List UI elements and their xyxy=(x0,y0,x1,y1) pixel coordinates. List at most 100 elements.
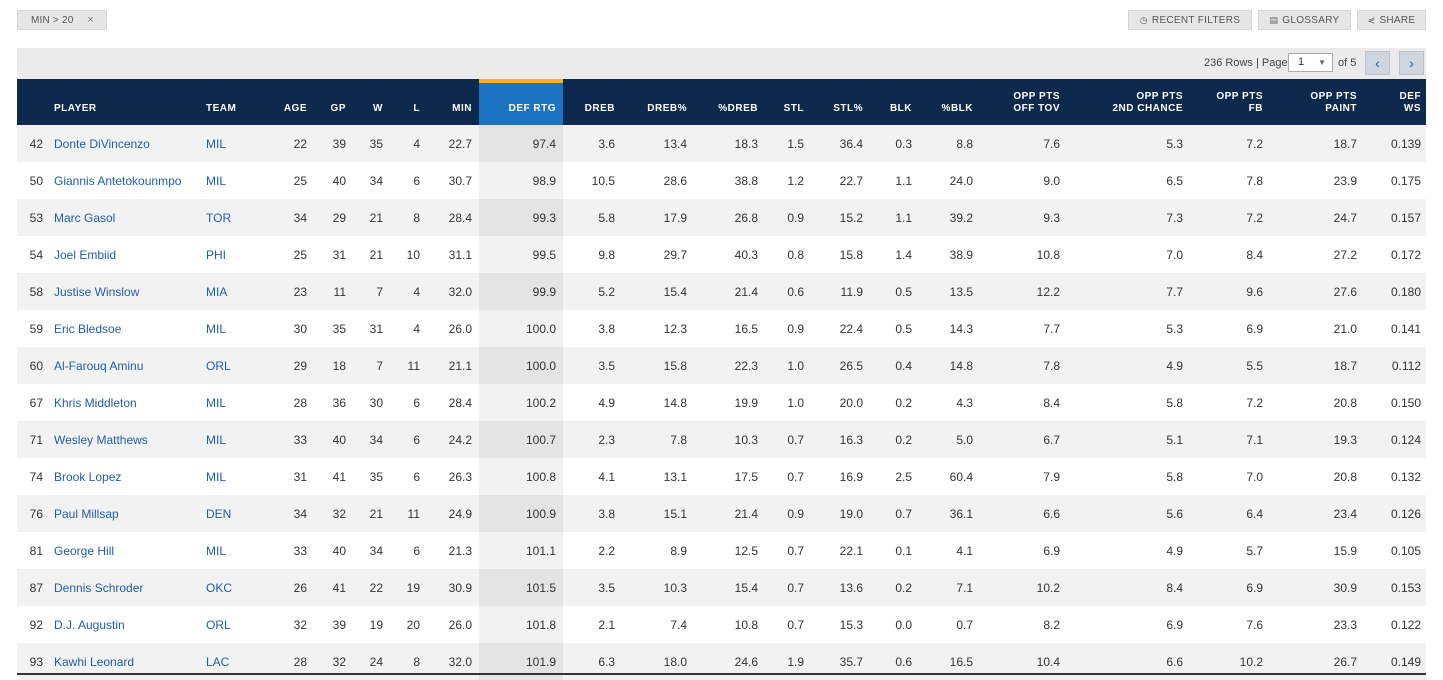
cell-team[interactable]: MIL xyxy=(206,396,227,410)
cell-l: 6 xyxy=(413,470,420,484)
column-header-pct-dreb[interactable]: %DREB xyxy=(718,103,758,114)
cell-age: 22 xyxy=(293,137,307,151)
cell-team[interactable]: PHI xyxy=(206,248,227,262)
column-header-blk[interactable]: BLK xyxy=(889,103,912,114)
cell-def-rtg: 101.5 xyxy=(525,581,556,595)
cell-dreb: 2.1 xyxy=(598,618,615,632)
table-row: 74 Brook Lopez MIL 31 41 35 6 26.3 100.8 4.1 13.1 1… xyxy=(17,458,1426,495)
cell-player[interactable]: Justise Winslow xyxy=(54,285,140,299)
cell-player[interactable]: Giannis Antetokounmpo xyxy=(54,174,182,188)
cell-def-rtg: 99.5 xyxy=(532,248,556,262)
column-header-dreb[interactable]: DREB xyxy=(584,103,615,114)
cell-team[interactable]: TOR xyxy=(206,211,232,225)
column-header-team[interactable]: TEAM xyxy=(206,103,237,114)
recent-filters-button[interactable]: ◷ RECENT FILTERS xyxy=(1128,10,1252,30)
cell-def-ws: 0.124 xyxy=(1390,433,1421,447)
cell-player[interactable]: Joel Embiid xyxy=(54,248,117,262)
cell-dreb: 3.6 xyxy=(598,137,615,151)
column-header-opp-pts-2nd[interactable]: OPP PTS 2ND CHANCE xyxy=(1112,91,1183,114)
cell-player[interactable]: Kawhi Leonard xyxy=(54,655,135,669)
cell-opp-pts-off-tov: 7.7 xyxy=(1043,322,1060,336)
next-page-button[interactable]: › xyxy=(1399,51,1424,75)
cell-age: 30 xyxy=(293,322,307,336)
column-header-def-rtg[interactable]: DEF RTG xyxy=(508,103,556,114)
column-header-age[interactable]: AGE xyxy=(283,103,307,114)
cell-rank: 50 xyxy=(29,174,43,188)
cell-team[interactable]: LAC xyxy=(206,655,230,669)
cell-player[interactable]: Khris Middleton xyxy=(54,396,137,410)
cell-def-rtg: 100.0 xyxy=(525,322,556,336)
cell-opp-pts-paint: 23.4 xyxy=(1333,507,1357,521)
cell-gp: 39 xyxy=(332,618,346,632)
cell-min: 21.1 xyxy=(448,359,472,373)
remove-filter-icon[interactable]: × xyxy=(87,14,94,26)
column-header-gp[interactable]: GP xyxy=(330,103,346,114)
column-header-opp-pts-fb[interactable]: OPP PTS FB xyxy=(1216,91,1263,114)
cell-def-rtg: 100.7 xyxy=(525,433,556,447)
column-header-pct-blk[interactable]: %BLK xyxy=(941,103,973,114)
cell-def-ws: 0.149 xyxy=(1390,655,1421,669)
column-header-opp-pts-off-tov[interactable]: OPP PTS OFF TOV xyxy=(1013,91,1060,114)
cell-dreb-pct: 29.7 xyxy=(663,248,687,262)
cell-def-ws: 0.126 xyxy=(1390,507,1421,521)
cell-team[interactable]: ORL xyxy=(206,359,231,373)
cell-pct-dreb: 10.8 xyxy=(734,618,758,632)
cell-pct-blk: 13.5 xyxy=(949,285,973,299)
table-row: 92 D.J. Augustin ORL 32 39 19 20 26.0 101.8 2.1 7.… xyxy=(17,606,1426,643)
cell-pct-dreb: 12.5 xyxy=(734,544,758,558)
column-header-dreb-pct[interactable]: DREB% xyxy=(647,103,687,114)
cell-player[interactable]: George Hill xyxy=(54,544,115,558)
cell-dreb: 3.5 xyxy=(598,581,615,595)
sorted-column-cell-bg xyxy=(479,384,563,421)
cell-blk: 1.1 xyxy=(895,211,912,225)
column-header-w[interactable]: W xyxy=(373,103,383,114)
cell-l: 4 xyxy=(413,137,420,151)
cell-def-ws: 0.139 xyxy=(1390,137,1421,151)
cell-player[interactable]: Brook Lopez xyxy=(54,470,122,484)
prev-page-button[interactable]: ‹ xyxy=(1365,51,1390,75)
cell-gp: 32 xyxy=(332,507,346,521)
cell-pct-blk: 4.3 xyxy=(956,396,973,410)
cell-team[interactable]: MIL xyxy=(206,322,227,336)
cell-team[interactable]: MIL xyxy=(206,433,227,447)
glossary-button[interactable]: ▤ GLOSSARY xyxy=(1258,10,1351,30)
column-header-l[interactable]: L xyxy=(413,103,420,114)
cell-l: 6 xyxy=(413,396,420,410)
share-button[interactable]: ⋞ SHARE xyxy=(1357,10,1426,30)
column-header-min[interactable]: MIN xyxy=(452,103,472,114)
cell-opp-pts-fb: 7.0 xyxy=(1246,470,1263,484)
table-row: 67 Khris Middleton MIL 28 36 30 6 28.4 100.2 4.9 1… xyxy=(17,384,1426,421)
cell-rank: 54 xyxy=(29,248,43,262)
cell-player[interactable]: D.J. Augustin xyxy=(54,618,125,632)
column-header-player[interactable]: PLAYER xyxy=(54,103,97,114)
cell-stl-pct: 20.0 xyxy=(839,396,863,410)
cell-player[interactable]: Wesley Matthews xyxy=(54,433,148,447)
cell-team[interactable]: MIL xyxy=(206,137,227,151)
cell-player[interactable]: Paul Millsap xyxy=(54,507,119,521)
cell-team[interactable]: OKC xyxy=(206,581,233,595)
cell-opp-pts-2nd: 7.7 xyxy=(1166,285,1183,299)
cell-player[interactable]: Donte DiVincenzo xyxy=(54,137,150,151)
column-header-stl-pct[interactable]: STL% xyxy=(833,103,863,114)
cell-player[interactable]: Dennis Schroder xyxy=(54,581,144,595)
cell-w: 34 xyxy=(369,544,383,558)
column-header-stl[interactable]: STL xyxy=(783,103,804,114)
cell-opp-pts-fb: 7.2 xyxy=(1246,396,1263,410)
cell-team[interactable]: MIL xyxy=(206,470,227,484)
page-select[interactable]: 1 ▼ xyxy=(1288,53,1333,72)
column-header-def-ws[interactable]: DEF WS xyxy=(1399,91,1421,114)
cell-team[interactable]: ORL xyxy=(206,618,231,632)
cell-gp: 11 xyxy=(333,285,346,299)
cell-team[interactable]: MIL xyxy=(206,174,227,188)
cell-player[interactable]: Marc Gasol xyxy=(54,211,116,225)
column-header-opp-pts-paint[interactable]: OPP PTS PAINT xyxy=(1310,91,1357,114)
cell-team[interactable]: MIA xyxy=(206,285,228,299)
cell-player[interactable]: Al-Farouq Aminu xyxy=(54,359,144,373)
cell-team[interactable]: MIL xyxy=(206,544,227,558)
cell-rank: 71 xyxy=(29,433,43,447)
filter-chip-min[interactable]: MIN > 20 × xyxy=(17,10,107,30)
cell-team[interactable]: DEN xyxy=(206,507,232,521)
cell-min: 28.4 xyxy=(448,211,472,225)
cell-player[interactable]: Eric Bledsoe xyxy=(54,322,122,336)
cell-dreb-pct: 18.0 xyxy=(663,655,687,669)
